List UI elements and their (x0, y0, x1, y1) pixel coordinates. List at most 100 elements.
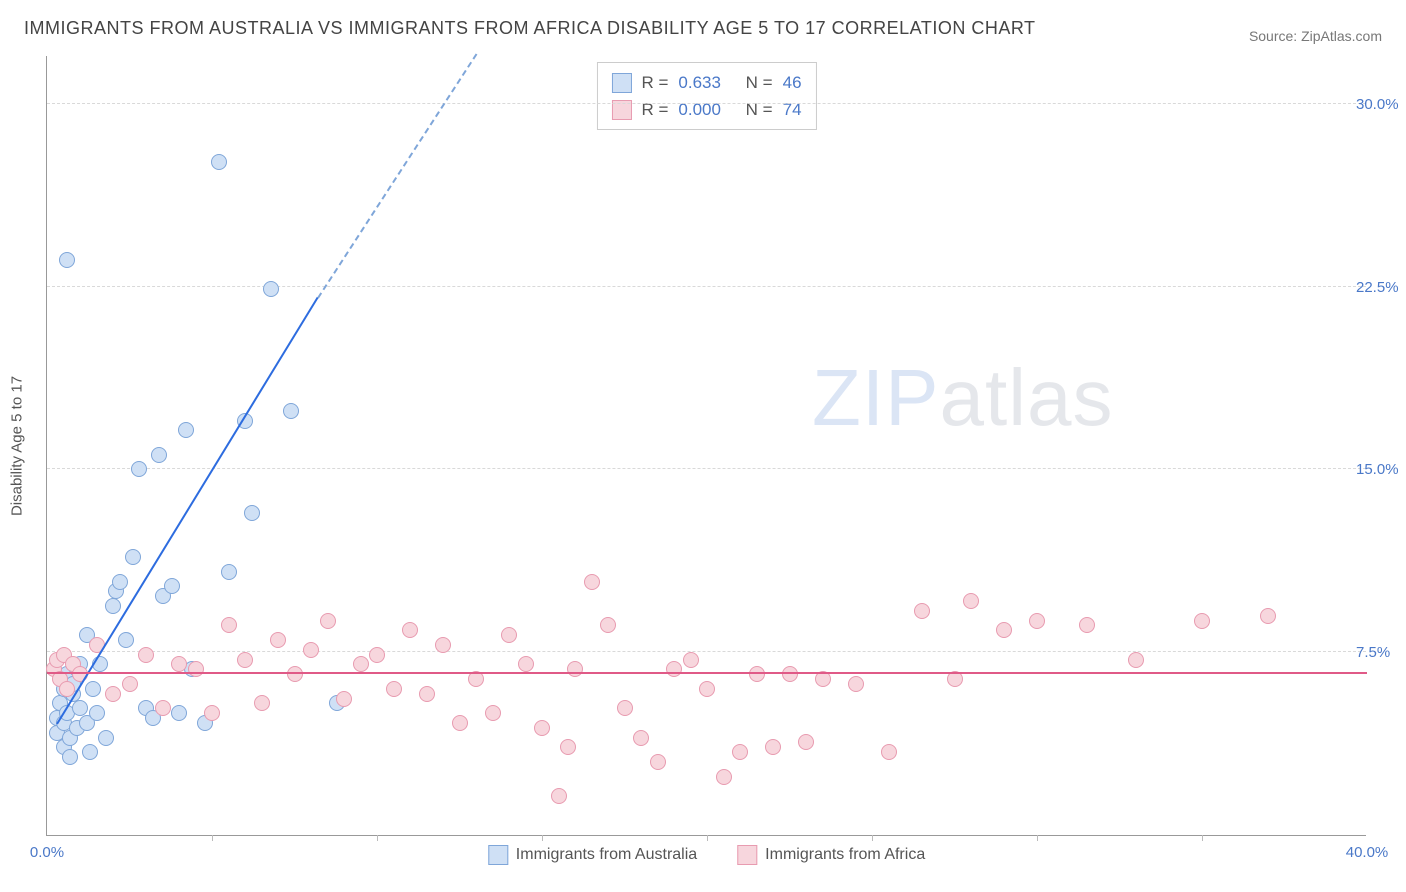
data-point (62, 749, 78, 765)
data-point (501, 627, 517, 643)
data-point (221, 564, 237, 580)
n-label: N = (746, 69, 773, 96)
y-tick-label: 30.0% (1356, 96, 1406, 113)
data-point (617, 700, 633, 716)
legend-item: Immigrants from Australia (488, 845, 697, 865)
data-point (402, 622, 418, 638)
data-point (848, 676, 864, 692)
data-point (452, 715, 468, 731)
blue-swatch (611, 73, 631, 93)
data-point (534, 720, 550, 736)
correlation-stats-box: R = 0.633 N = 46 R = 0.000 N = 74 (596, 62, 816, 130)
legend-label: Immigrants from Africa (765, 846, 925, 864)
n-label: N = (746, 96, 773, 123)
data-point (112, 574, 128, 590)
chart-plot-area: Disability Age 5 to 17 ZIPatlas R = 0.63… (46, 56, 1366, 836)
x-minor-tick (707, 835, 708, 841)
regression-line (56, 297, 318, 725)
data-point (1079, 617, 1095, 633)
x-minor-tick (872, 835, 873, 841)
data-point (567, 661, 583, 677)
r-value: 0.633 (678, 69, 721, 96)
data-point (221, 617, 237, 633)
data-point (716, 769, 732, 785)
data-point (996, 622, 1012, 638)
data-point (263, 281, 279, 297)
data-point (287, 666, 303, 682)
y-tick-label: 7.5% (1356, 644, 1406, 661)
watermark-atlas: atlas (939, 353, 1113, 442)
data-point (485, 705, 501, 721)
data-point (1029, 613, 1045, 629)
n-value: 46 (783, 69, 802, 96)
legend-label: Immigrants from Australia (516, 846, 697, 864)
x-minor-tick (212, 835, 213, 841)
x-minor-tick (377, 835, 378, 841)
data-point (765, 739, 781, 755)
grid-line (47, 286, 1366, 287)
data-point (683, 652, 699, 668)
data-point (584, 574, 600, 590)
y-axis-label: Disability Age 5 to 17 (9, 375, 26, 515)
data-point (336, 691, 352, 707)
n-value: 74 (783, 96, 802, 123)
data-point (551, 788, 567, 804)
y-tick-label: 22.5% (1356, 279, 1406, 296)
data-point (244, 505, 260, 521)
data-point (118, 632, 134, 648)
data-point (178, 422, 194, 438)
data-point (881, 744, 897, 760)
data-point (419, 686, 435, 702)
data-point (164, 578, 180, 594)
data-point (560, 739, 576, 755)
y-tick-label: 15.0% (1356, 461, 1406, 478)
watermark-zip: ZIP (812, 353, 939, 442)
r-value: 0.000 (678, 96, 721, 123)
grid-line (47, 468, 1366, 469)
grid-line (47, 103, 1366, 104)
data-point (151, 447, 167, 463)
data-point (105, 686, 121, 702)
watermark: ZIPatlas (812, 352, 1113, 444)
data-point (237, 652, 253, 668)
x-tick-label: 40.0% (1346, 844, 1389, 861)
data-point (303, 642, 319, 658)
data-point (85, 681, 101, 697)
chart-legend: Immigrants from Australia Immigrants fro… (488, 845, 925, 865)
data-point (89, 705, 105, 721)
data-point (600, 617, 616, 633)
r-label: R = (641, 69, 668, 96)
data-point (1194, 613, 1210, 629)
x-tick-label: 0.0% (30, 844, 64, 861)
data-point (353, 656, 369, 672)
data-point (650, 754, 666, 770)
data-point (254, 695, 270, 711)
data-point (518, 656, 534, 672)
x-minor-tick (542, 835, 543, 841)
data-point (699, 681, 715, 697)
stats-row: R = 0.000 N = 74 (611, 96, 801, 123)
data-point (320, 613, 336, 629)
data-point (125, 549, 141, 565)
data-point (155, 700, 171, 716)
legend-blue-swatch (488, 845, 508, 865)
regression-line (317, 53, 477, 298)
data-point (204, 705, 220, 721)
data-point (633, 730, 649, 746)
data-point (1260, 608, 1276, 624)
data-point (98, 730, 114, 746)
stats-row: R = 0.633 N = 46 (611, 69, 801, 96)
data-point (963, 593, 979, 609)
data-point (798, 734, 814, 750)
data-point (131, 461, 147, 477)
regression-line (47, 672, 1367, 674)
data-point (122, 676, 138, 692)
data-point (666, 661, 682, 677)
data-point (386, 681, 402, 697)
data-point (105, 598, 121, 614)
data-point (732, 744, 748, 760)
data-point (914, 603, 930, 619)
data-point (211, 154, 227, 170)
data-point (171, 705, 187, 721)
data-point (72, 700, 88, 716)
